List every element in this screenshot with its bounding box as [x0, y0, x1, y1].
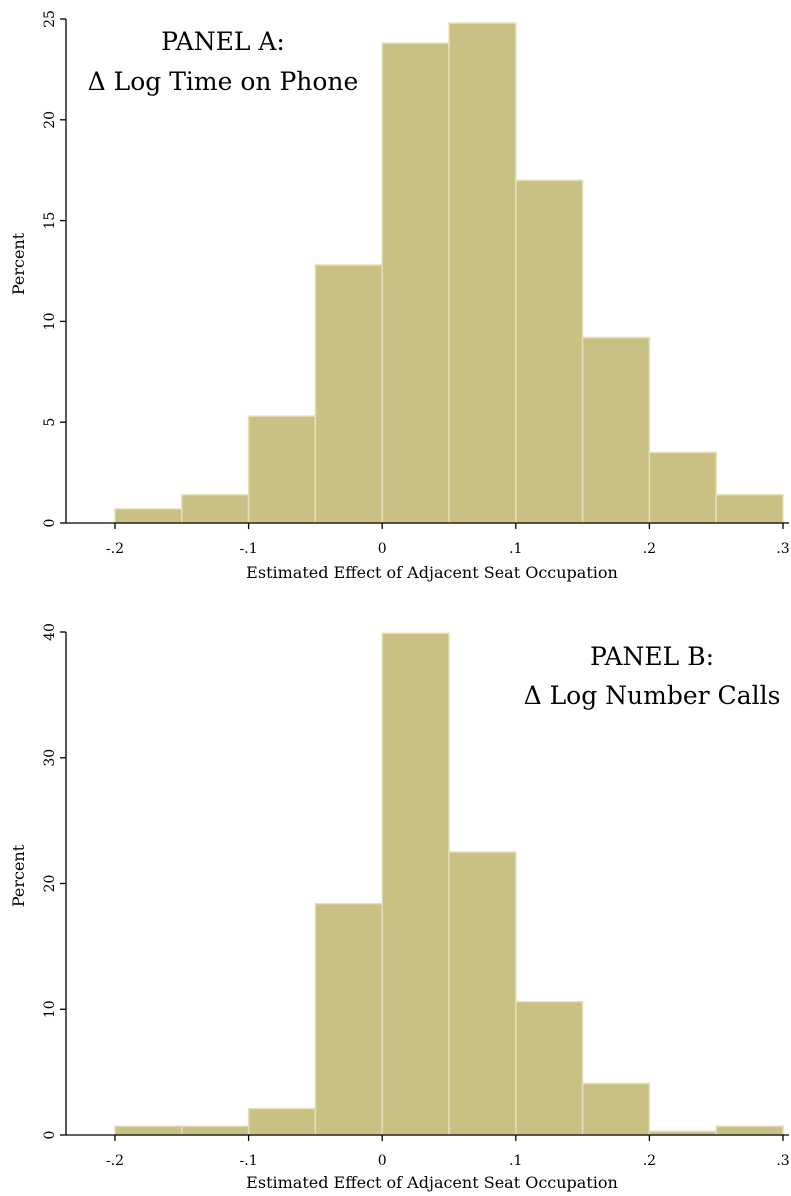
panel-b-bar: [581, 1082, 651, 1136]
panel-b-y-axis-title: Percent: [9, 844, 28, 907]
panel-a-x-tick-label: .2: [643, 541, 656, 557]
panel-a-bars: [114, 22, 784, 524]
panel-b-bars: [114, 632, 784, 1136]
panel-b-x-tick-label: .3: [776, 1153, 789, 1169]
panel-a-x-axis-title: Estimated Effect of Adjacent Seat Occupa…: [246, 563, 618, 582]
panel-b-bar: [181, 1125, 250, 1136]
panel-b-bar: [247, 1107, 317, 1136]
panel-a-bar: [381, 42, 450, 524]
panel-a-y-tick-label: 10: [42, 312, 58, 330]
panel-a-bar: [515, 179, 584, 524]
panel-a-bar: [648, 451, 717, 524]
panel-a-y-tick-label: 0: [42, 519, 58, 528]
panel-a-axes: 0 5 10 15 20 25 -.2 -.1 0 .1 .2 .3: [42, 10, 790, 557]
panel-a-bar: [715, 494, 784, 524]
panel-a-bar: [247, 415, 317, 524]
panel-b-x-tick-label: .1: [509, 1153, 522, 1169]
panel-b-x-tick-label: -.1: [240, 1153, 258, 1169]
panel-b-bar: [448, 851, 517, 1136]
panel-b-axes: 0 10 20 30 40 -.2 -.1 0 .1 .2 .3: [42, 623, 790, 1169]
panel-a-y-tick-label: 25: [42, 10, 58, 28]
panel-b-title: PANEL B:: [590, 642, 714, 671]
panel-a-subtitle: Δ Log Time on Phone: [88, 67, 359, 96]
panel-a-bar: [448, 22, 517, 524]
panel-b-subtitle: Δ Log Number Calls: [524, 681, 781, 710]
panel-b-y-tick-label: 20: [42, 875, 58, 893]
panel-b-y-tick-label: 30: [42, 749, 58, 767]
panel-b-y-tick-label: 10: [42, 1000, 58, 1018]
panel-a-y-tick-label: 20: [42, 111, 58, 129]
panel-a-y-tick-label: 5: [42, 418, 58, 427]
panel-a-bar: [181, 494, 250, 524]
panel-b-bar: [314, 902, 383, 1136]
panel-b-bar: [515, 1000, 584, 1136]
panel-a-bar: [314, 264, 383, 524]
panel-a-y-axis-title: Percent: [9, 232, 28, 295]
panel-a-x-tick-label: -.1: [240, 541, 258, 557]
panel-b-chart: 0 10 20 30 40 -.2 -.1 0 .1 .2 .3 Percent Estimated…: [9, 623, 790, 1192]
panel-b-y-tick-label: 0: [42, 1131, 58, 1140]
panel-b-x-tick-label: -.2: [106, 1153, 124, 1169]
panel-b-bar: [114, 1125, 183, 1136]
panel-a-bar: [581, 336, 651, 524]
panel-a-x-tick-label: .1: [509, 541, 522, 557]
panel-b-y-tick-label: 40: [42, 623, 58, 641]
panel-a-bar: [114, 508, 183, 524]
panel-b-x-tick-label: .2: [643, 1153, 656, 1169]
panel-a-chart: 0 5 10 15 20 25 -.2 -.1 0 .1 .2 .3 Percent Estimate…: [9, 10, 790, 582]
panel-b-bar: [715, 1125, 784, 1136]
panel-a-x-tick-label: -.2: [106, 541, 124, 557]
panel-b-bar: [381, 632, 450, 1136]
panel-a-y-tick-label: 15: [42, 212, 58, 230]
panel-b-x-tick-label: 0: [378, 1153, 387, 1169]
panel-a-x-tick-label: .3: [776, 541, 789, 557]
panel-b-x-axis-title: Estimated Effect of Adjacent Seat Occupa…: [246, 1173, 618, 1192]
panel-a-title: PANEL A:: [161, 27, 285, 56]
panel-a-x-tick-label: 0: [378, 541, 387, 557]
